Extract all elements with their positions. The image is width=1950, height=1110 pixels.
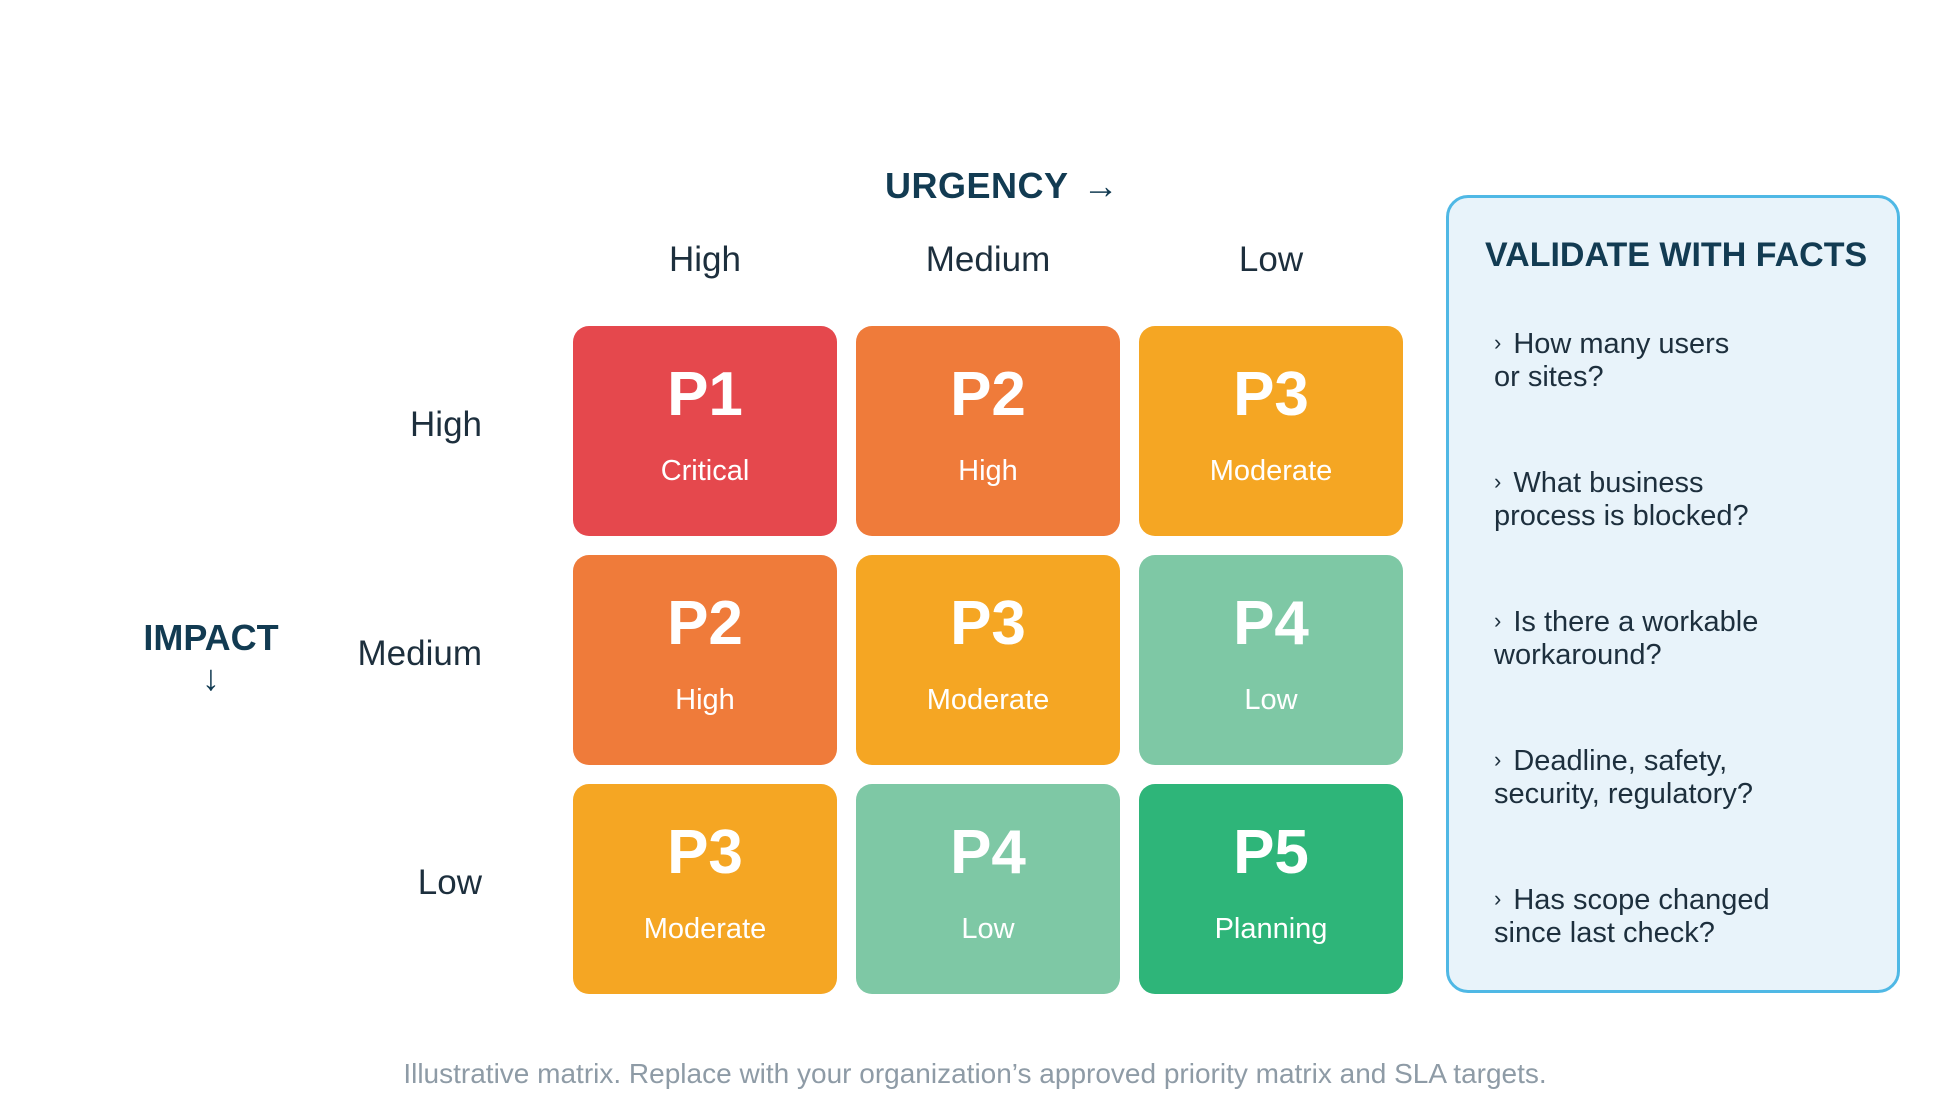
priority-level: Moderate (1209, 455, 1333, 487)
priority-level: Planning (1214, 913, 1328, 945)
priority-code: P4 (1233, 589, 1309, 658)
question-line: workaround? (1494, 639, 1662, 671)
urgency-column-label-medium: Medium (925, 240, 1051, 279)
matrix-cell-medium-medium: P3 Moderate (856, 555, 1120, 765)
right-arrow-icon: → (1082, 165, 1120, 206)
question-line: process is blocked? (1494, 500, 1749, 532)
priority-level: Low (961, 913, 1015, 945)
question-item: › What business process is blocked? (1494, 465, 1884, 533)
urgency-title-text: URGENCY (885, 165, 1069, 206)
priority-level: Critical (660, 455, 750, 487)
chevron-right-icon: › (1494, 330, 1502, 355)
question-line: How many users (1513, 328, 1730, 360)
footnote: Illustrative matrix. Replace with your o… (403, 1058, 1547, 1089)
impact-row-label-medium: Medium (357, 634, 482, 673)
priority-code: P4 (950, 818, 1026, 887)
priority-level: Moderate (643, 913, 767, 945)
priority-code: P3 (1233, 360, 1309, 429)
matrix-cell-high-medium: P2 High (856, 326, 1120, 536)
question-line: since last check? (1494, 917, 1715, 949)
matrix-cell-high-low: P3 Moderate (1139, 326, 1403, 536)
chevron-right-icon: › (1494, 747, 1502, 772)
question-line: Has scope changed (1513, 884, 1770, 916)
priority-level: High (675, 684, 735, 716)
question-item: › Deadline, safety, security, regulatory? (1494, 743, 1884, 811)
question-item: › How many users or sites? (1494, 326, 1884, 394)
priority-level: High (958, 455, 1018, 487)
priority-code: P3 (950, 589, 1026, 658)
question-item: › Is there a workable workaround? (1494, 604, 1884, 672)
question-line: What business (1513, 467, 1704, 499)
question-line: security, regulatory? (1494, 778, 1753, 810)
matrix-cell-medium-high: P2 High (573, 555, 837, 765)
priority-code: P1 (667, 360, 743, 429)
impact-axis-title: IMPACT ↓ (131, 618, 291, 698)
panel-title: VALIDATE WITH FACTS (1485, 236, 1868, 274)
chevron-right-icon: › (1494, 886, 1502, 911)
matrix-cell-high-high: P1 Critical (573, 326, 837, 536)
matrix-cell-low-low: P5 Planning (1139, 784, 1403, 994)
chevron-right-icon: › (1494, 608, 1502, 633)
impact-row-label-low: Low (417, 863, 482, 902)
priority-code: P5 (1233, 818, 1309, 887)
impact-title-text: IMPACT (143, 617, 279, 658)
chevron-right-icon: › (1494, 469, 1502, 494)
priority-code: P2 (950, 360, 1026, 429)
priority-level: Low (1244, 684, 1298, 716)
down-arrow-icon: ↓ (202, 657, 220, 698)
urgency-column-label-high: High (669, 240, 741, 279)
priority-level: Moderate (926, 684, 1050, 716)
validate-facts-panel: VALIDATE WITH FACTS › How many users or s… (1446, 195, 1900, 993)
priority-code: P3 (667, 818, 743, 887)
matrix-cell-medium-low: P4 Low (1139, 555, 1403, 765)
question-line: Deadline, safety, (1513, 745, 1728, 777)
question-line: or sites? (1494, 361, 1604, 393)
question-line: Is there a workable (1513, 606, 1759, 638)
urgency-column-label-low: Low (1238, 240, 1304, 279)
matrix-cell-low-medium: P4 Low (856, 784, 1120, 994)
matrix-cell-low-high: P3 Moderate (573, 784, 837, 994)
priority-code: P2 (667, 589, 743, 658)
impact-row-label-high: High (410, 405, 482, 444)
urgency-axis-title: URGENCY → (885, 165, 1119, 207)
question-item: › Has scope changed since last check? (1494, 882, 1884, 950)
